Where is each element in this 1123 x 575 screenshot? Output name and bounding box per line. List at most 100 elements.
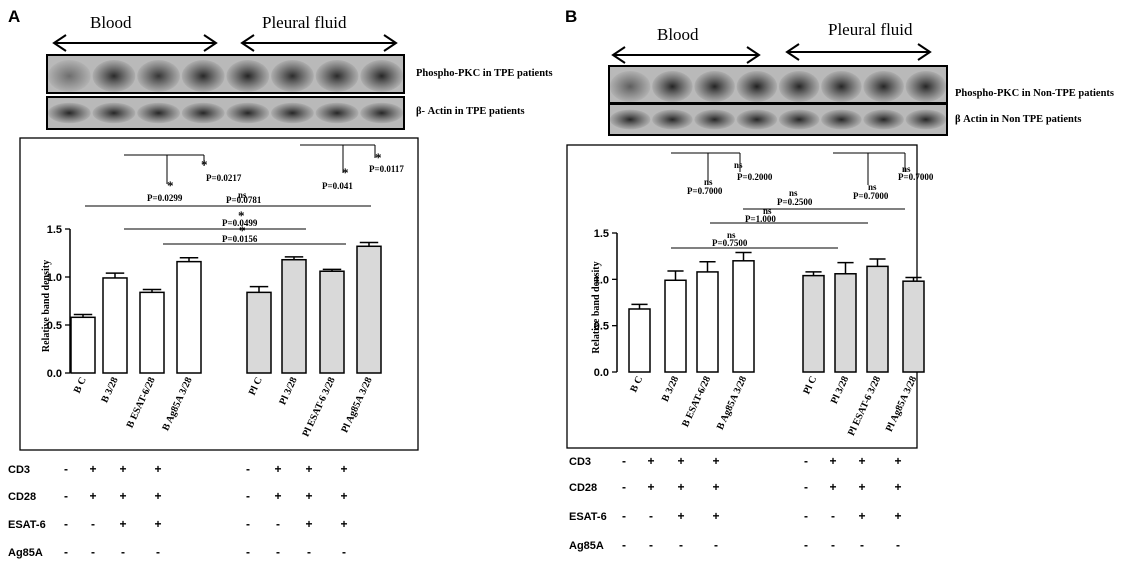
significance-mark: * [239,223,246,238]
y-axis-label: Relative band density [591,261,602,353]
significance-brackets: *P=0.0217*P=0.0299*P=0.041*P=0.0117nsP=0… [85,144,404,245]
blot-band [315,60,359,92]
significance-mark: * [375,150,382,165]
y-tick-label: 1.0 [594,274,609,286]
group-arrow-0 [52,34,218,52]
error-bar [699,260,716,272]
blot-band [778,109,820,130]
treatment-sign: + [305,489,312,503]
blot-band [315,102,359,124]
treatment-sign: + [858,454,865,468]
treatment-sign: + [858,480,865,494]
treatment-sign: - [831,509,835,523]
blot-band [863,109,904,130]
bar [356,245,382,374]
treatment-sign: + [274,489,281,503]
treatment-sign: + [119,462,126,476]
treatment-sign: + [677,480,684,494]
treatment-sign: - [156,545,160,559]
blot-band [609,70,651,103]
beta-actin-blot [46,96,405,130]
treatment-sign: - [860,538,864,552]
treatment-sign: + [340,489,347,503]
panel-letter: B [565,7,577,26]
x-tick-label: B 3/28 [99,376,120,405]
treatment-sign: - [64,462,68,476]
treatment-sign: - [622,480,626,494]
p-value-label: P=0.0781 [226,195,262,205]
bar [834,273,857,373]
treatment-table: CD3 - + + + - + + + CD28 - + + + - + + + ESAT-6 - - + + - - + + Ag8… [8,462,348,559]
treatment-sign: - [246,545,250,559]
blot-band [863,70,904,103]
y-tick-label: 1.0 [47,272,62,284]
treatment-sign: + [647,454,654,468]
treatment-sign: - [91,545,95,559]
treatment-sign: + [712,454,719,468]
treatment-name: ESAT-6 [569,511,607,523]
panel-b: B Blood Pleural fluid Phospho-PKC in Non-TP… [565,7,1114,552]
group-label-blood: Blood [657,25,699,44]
error-bar [905,276,922,282]
significance-mark: ns [789,188,798,198]
blot-band [137,60,180,92]
y-tick-label: 0.5 [47,320,62,332]
significance-mark: ns [868,182,877,192]
x-tick-label: B 3/28 [660,375,681,404]
phospho-pkc-blot [46,54,405,94]
treatment-sign: - [622,538,626,552]
treatment-sign: - [307,545,311,559]
bar [902,280,925,373]
y-tick-label: 0.0 [594,367,609,379]
treatment-sign: - [342,545,346,559]
treatment-sign: - [246,462,250,476]
x-tick-label: Pl Ag85A 3/28 [884,375,919,434]
blot-band [694,70,735,103]
treatment-name: ESAT-6 [8,519,46,531]
treatment-sign: + [305,462,312,476]
treatment-sign: + [894,480,901,494]
significance-mark: * [342,165,349,180]
blot-band [92,102,136,124]
blot-band [47,60,91,92]
error-bar [249,285,269,293]
actin-blot-label: β Actin in Non TPE patients [955,114,1081,125]
p-value-label: P=0.0156 [222,234,258,244]
significance-mark: ns [763,206,772,216]
treatment-sign: - [276,517,280,531]
error-bar [869,258,886,267]
y-axis: 0.0 0.5 1.0 1.5 Relative band density [591,228,618,379]
bar [696,271,719,373]
blot-band [360,60,404,92]
treatment-sign: + [274,462,281,476]
blot-band [652,109,693,130]
significance-mark: ns [902,164,911,174]
y-axis-label: Relative band density [41,260,52,352]
blot-band [694,109,735,130]
treatment-sign: - [64,545,68,559]
treatment-sign: - [649,509,653,523]
significance-mark: * [167,178,174,193]
treatment-sign: - [831,538,835,552]
treatment-sign: - [64,517,68,531]
y-axis: 0.0 0.5 1.0 1.5 Relative band density [41,224,71,380]
blot-band [736,109,778,130]
bar [628,308,651,373]
blot-band [736,70,778,103]
blot-band [181,102,225,124]
treatment-sign: - [804,509,808,523]
treatment-sign: - [804,480,808,494]
error-bar [631,303,648,309]
treatment-table: CD3 - + + + - + + + CD28 - + + + - + + + ESAT-6 - - + + - - + + Ag8… [569,454,902,552]
blot-band [271,60,314,92]
group-label-pleural-fluid: Pleural fluid [828,20,913,39]
p-value-label: P=0.7000 [687,186,723,196]
panel-a: A Blood Pleural fluid Phospho-PKC in TPE pa… [8,7,553,559]
bar [70,316,96,374]
x-tick-label: Pl Ag85A 3/28 [339,376,374,435]
treatment-sign: + [340,517,347,531]
p-value-label: P=1.000 [745,214,776,224]
y-tick-label: 0.5 [594,321,609,333]
x-tick-label: Pl C [247,376,265,398]
